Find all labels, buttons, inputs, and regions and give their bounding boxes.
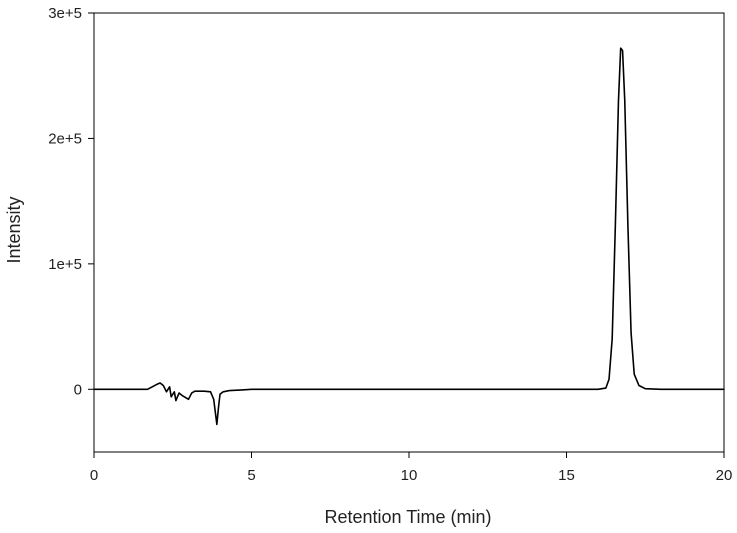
y-axis-ticks: 0 1e+5 2e+5 3e+5 [48, 5, 94, 398]
y-tick-label: 0 [74, 381, 82, 398]
x-tick-label: 20 [716, 467, 733, 484]
x-tick-label: 15 [558, 467, 575, 484]
series-line-0 [93, 47, 725, 426]
y-tick-label: 1e+5 [48, 256, 82, 273]
plot-frame [93, 12, 725, 453]
plot-area [93, 12, 725, 453]
y-tick-label: 2e+5 [48, 130, 82, 147]
y-tick-label: 3e+5 [48, 5, 82, 22]
x-tick-label: 10 [401, 467, 418, 484]
x-tick-label: 0 [90, 467, 98, 484]
x-axis-ticks: 0 5 10 15 20 [90, 452, 733, 484]
x-tick-label: 5 [247, 467, 255, 484]
x-axis-label: Retention Time (min) [324, 507, 491, 527]
y-axis-label: Intensity [4, 196, 24, 263]
